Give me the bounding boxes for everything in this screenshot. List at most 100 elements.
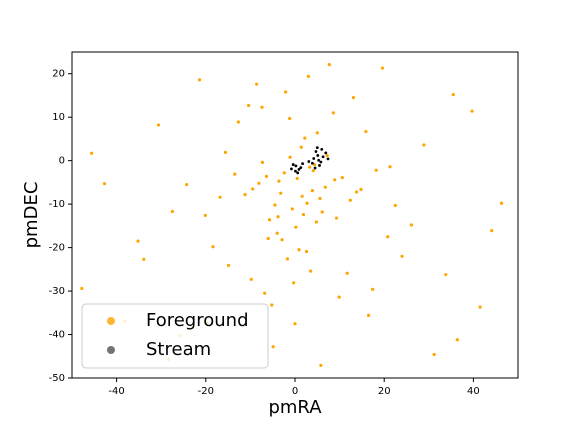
point bbox=[444, 272, 448, 277]
x-tick-label: 20 bbox=[378, 386, 391, 397]
point bbox=[307, 160, 311, 163]
point bbox=[293, 322, 297, 326]
point bbox=[255, 82, 259, 86]
y-axis-label: pmDEC bbox=[21, 182, 42, 249]
point bbox=[314, 220, 319, 224]
point bbox=[345, 271, 349, 275]
point bbox=[386, 235, 390, 239]
point bbox=[299, 166, 303, 170]
point bbox=[317, 158, 321, 162]
point bbox=[243, 192, 247, 197]
y-tick-label: -30 bbox=[49, 286, 65, 297]
y-tick-label: -50 bbox=[49, 373, 65, 384]
point bbox=[333, 178, 337, 182]
point bbox=[276, 215, 280, 219]
point bbox=[354, 190, 359, 194]
point bbox=[393, 203, 397, 208]
point bbox=[294, 164, 298, 168]
point bbox=[291, 163, 295, 166]
x-tick-label: 0 bbox=[292, 386, 298, 397]
point bbox=[380, 66, 385, 70]
point bbox=[279, 191, 283, 195]
point bbox=[319, 363, 323, 367]
point bbox=[348, 198, 352, 202]
legend bbox=[81, 303, 269, 369]
point bbox=[297, 248, 301, 252]
point bbox=[409, 223, 414, 227]
y-tick-label: 20 bbox=[52, 69, 65, 80]
point bbox=[280, 238, 284, 242]
point bbox=[170, 209, 174, 214]
point bbox=[499, 201, 504, 205]
legend-label: Stream bbox=[146, 339, 211, 360]
point bbox=[260, 105, 264, 109]
point bbox=[297, 167, 301, 171]
point bbox=[318, 164, 321, 167]
point bbox=[451, 92, 455, 97]
legend-label: Foreground bbox=[146, 310, 249, 331]
point bbox=[306, 74, 310, 78]
point bbox=[320, 210, 324, 214]
point bbox=[257, 181, 261, 185]
point bbox=[340, 176, 344, 180]
point bbox=[267, 218, 272, 222]
point bbox=[249, 277, 253, 281]
point bbox=[226, 263, 231, 268]
point bbox=[295, 176, 299, 181]
point bbox=[478, 305, 482, 309]
point bbox=[318, 196, 322, 201]
point bbox=[271, 345, 275, 349]
point bbox=[247, 103, 251, 108]
point bbox=[263, 291, 267, 295]
point bbox=[388, 165, 392, 169]
point bbox=[470, 109, 474, 113]
point bbox=[323, 185, 327, 189]
point bbox=[315, 131, 319, 135]
point bbox=[284, 90, 288, 94]
point bbox=[315, 146, 319, 150]
point bbox=[277, 179, 281, 183]
legend-marker bbox=[107, 317, 115, 325]
point bbox=[305, 201, 309, 205]
point bbox=[313, 166, 317, 170]
legend-marker bbox=[107, 346, 115, 354]
point bbox=[490, 229, 494, 233]
point bbox=[80, 286, 84, 291]
point bbox=[301, 212, 306, 217]
point bbox=[292, 281, 296, 285]
point bbox=[275, 231, 279, 235]
point bbox=[366, 313, 371, 318]
point bbox=[294, 169, 297, 173]
point bbox=[324, 151, 328, 155]
x-tick-label: 40 bbox=[467, 386, 480, 397]
point bbox=[233, 172, 237, 176]
point bbox=[312, 157, 316, 160]
point bbox=[300, 194, 304, 198]
point bbox=[313, 162, 317, 167]
point bbox=[432, 352, 436, 357]
point bbox=[325, 153, 329, 158]
point bbox=[290, 207, 294, 211]
point bbox=[374, 168, 378, 172]
point bbox=[314, 150, 318, 153]
point bbox=[309, 269, 313, 273]
point bbox=[273, 203, 277, 207]
point bbox=[304, 249, 309, 254]
point bbox=[337, 295, 341, 299]
point bbox=[282, 171, 286, 175]
point bbox=[218, 195, 222, 199]
point bbox=[290, 167, 293, 171]
point bbox=[285, 257, 290, 261]
point bbox=[316, 154, 320, 157]
point bbox=[299, 145, 303, 149]
point bbox=[185, 182, 189, 187]
point bbox=[260, 160, 265, 165]
point bbox=[203, 213, 207, 218]
point bbox=[334, 216, 339, 220]
point bbox=[422, 143, 426, 147]
point bbox=[266, 236, 270, 241]
point bbox=[310, 189, 314, 193]
x-tick-label: -40 bbox=[108, 386, 124, 397]
